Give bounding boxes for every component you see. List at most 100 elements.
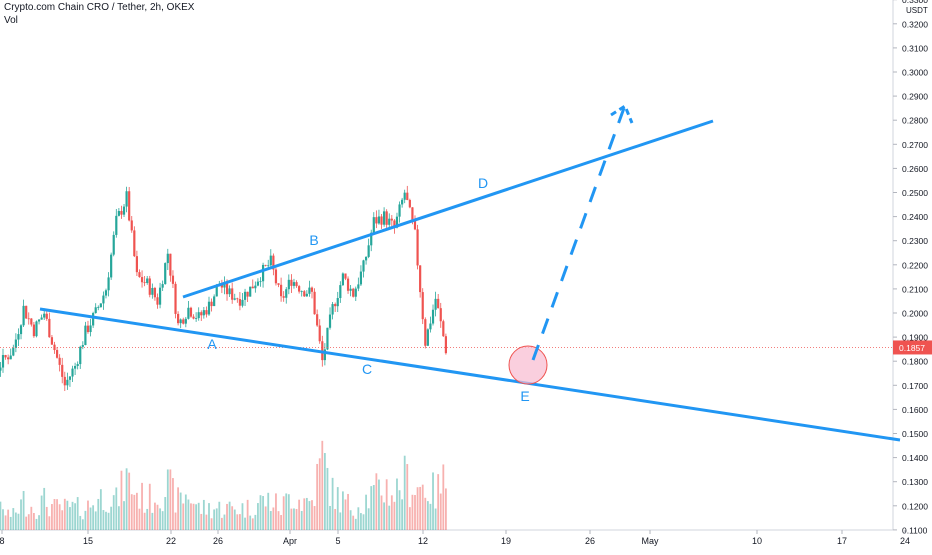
volume-bar xyxy=(20,499,22,530)
candle-body xyxy=(58,357,61,365)
candle-body xyxy=(171,275,175,284)
volume-bar xyxy=(56,499,58,530)
volume-bar xyxy=(169,469,172,530)
candle-body xyxy=(9,355,12,360)
candle-body xyxy=(12,347,15,356)
last-price-label: 0.1857 xyxy=(899,343,925,353)
price-tick-label: 0.3300 xyxy=(902,0,928,5)
candle-body xyxy=(362,260,365,272)
lower-trendline xyxy=(39,307,901,442)
volume-bar xyxy=(112,495,115,530)
time-tick-label: May xyxy=(641,536,659,546)
candle-body xyxy=(207,301,211,315)
point-label-e: E xyxy=(520,388,529,404)
candle-body xyxy=(200,312,203,316)
candle-body xyxy=(110,254,113,278)
candle-body xyxy=(313,291,316,315)
volume-bar xyxy=(406,464,409,530)
price-tick-label: 0.1700 xyxy=(902,381,928,391)
candle-body xyxy=(146,278,149,283)
volume-bar xyxy=(280,515,282,530)
volume-bar xyxy=(249,515,252,530)
candle-body xyxy=(4,355,7,358)
candle-body xyxy=(130,220,133,231)
volume-bar xyxy=(9,516,12,530)
volume-bar xyxy=(403,455,406,530)
volume-bar xyxy=(99,489,102,530)
candle-body xyxy=(310,287,314,292)
candle-body xyxy=(346,278,350,291)
candle-body xyxy=(84,325,87,346)
volume-bar xyxy=(445,488,447,530)
candle-body xyxy=(254,285,257,289)
candle-body xyxy=(61,364,64,377)
volume-bar xyxy=(318,458,321,530)
volume-bar xyxy=(33,513,35,530)
candle-body xyxy=(444,336,447,354)
candle-body xyxy=(367,245,370,257)
volume-bar xyxy=(251,518,254,530)
volume-bars-group xyxy=(0,440,447,530)
point-label-b: B xyxy=(309,232,318,248)
candle-body xyxy=(370,232,373,246)
candle-body xyxy=(352,288,355,297)
volume-bar xyxy=(22,490,25,530)
price-tick-label: 0.2300 xyxy=(902,236,928,246)
volume-bar xyxy=(259,495,262,530)
candle-body xyxy=(117,211,120,216)
volume-bar xyxy=(416,487,419,530)
candle-body xyxy=(295,282,298,287)
volume-bar xyxy=(272,507,275,530)
candle-body xyxy=(277,283,280,285)
candle-body xyxy=(233,298,236,300)
volume-bar xyxy=(220,517,223,530)
candle-body xyxy=(55,350,59,358)
volume-bar xyxy=(336,487,339,530)
volume-bar xyxy=(190,503,192,530)
volume-bar xyxy=(424,497,427,530)
volume-bar xyxy=(133,494,136,530)
volume-bar xyxy=(401,499,404,530)
candle-body xyxy=(37,319,41,322)
candle-body xyxy=(431,309,435,324)
time-tick-label: 8 xyxy=(0,536,5,546)
volume-bar xyxy=(210,518,213,530)
volume-bar xyxy=(244,517,246,530)
volume-bar xyxy=(172,478,174,530)
candle-body xyxy=(406,192,409,200)
time-tick-label: 19 xyxy=(501,536,511,546)
candle-body xyxy=(97,307,100,308)
volume-bar xyxy=(89,507,92,530)
candle-body xyxy=(19,325,23,335)
time-tick-label: 26 xyxy=(213,536,223,546)
volume-bar xyxy=(0,501,2,530)
price-tick-label: 0.3100 xyxy=(902,43,928,53)
volume-bar xyxy=(174,512,177,530)
volume-bar xyxy=(342,491,344,530)
candle-body xyxy=(128,191,131,221)
candle-body xyxy=(112,234,115,255)
volume-bar xyxy=(156,504,159,530)
candle-body xyxy=(179,319,182,324)
volume-bar xyxy=(398,490,401,530)
candle-body xyxy=(1,355,5,368)
time-tick-label: 26 xyxy=(585,536,595,546)
volume-bar xyxy=(285,493,288,530)
volume-bar xyxy=(239,514,241,530)
volume-bar xyxy=(326,467,329,530)
volume-bar xyxy=(349,510,352,530)
volume-bar xyxy=(213,509,216,530)
candle-body xyxy=(187,307,190,319)
candle-body xyxy=(403,192,406,200)
volume-bar xyxy=(195,504,198,530)
candle-body xyxy=(408,199,411,208)
candle-body xyxy=(377,216,381,224)
volume-bar xyxy=(45,506,48,530)
volume-bar xyxy=(115,487,118,530)
candle-body xyxy=(133,230,136,257)
volume-bar xyxy=(205,514,208,530)
volume-bar xyxy=(432,472,434,530)
volume-bar xyxy=(182,503,185,530)
